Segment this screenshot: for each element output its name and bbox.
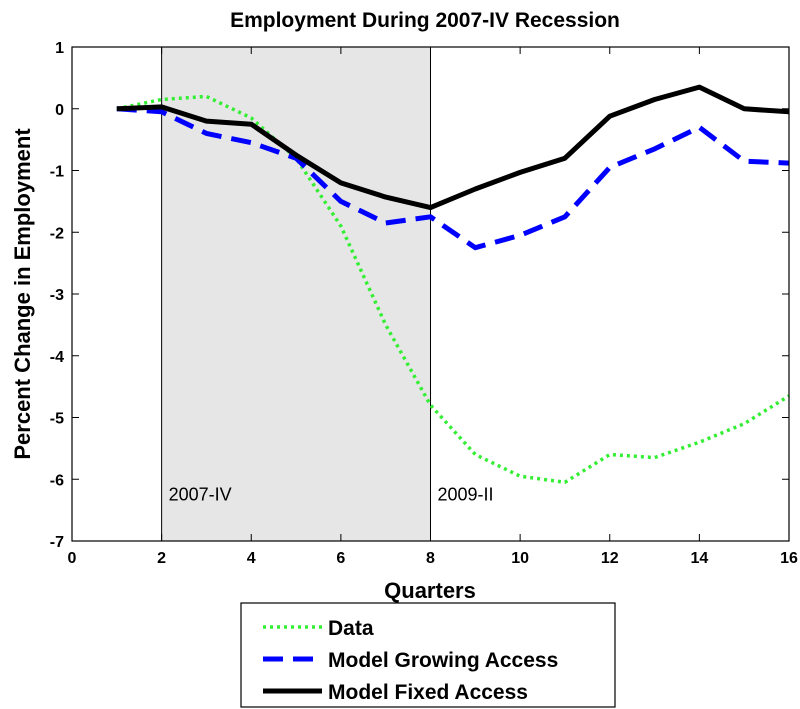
y-axis-label: Percent Change in Employment [10, 128, 35, 460]
series-line-model-growing-access [116, 106, 790, 251]
series-lines [116, 84, 790, 485]
x-axis-ticks: 0 2 4 6 8 10 12 14 16 [68, 47, 798, 567]
y-tick-label: -3 [50, 287, 64, 304]
y-tick-label: -6 [50, 472, 64, 489]
legend: Data Model Growing Access Model Fixed Acce… [240, 602, 616, 708]
annotation-label: 2007-IV [169, 485, 232, 505]
y-tick-label: -7 [50, 534, 64, 551]
x-tick-label: 4 [247, 550, 256, 567]
x-tick-label: 12 [601, 550, 619, 567]
chart-title: Employment During 2007-IV Recession [230, 9, 620, 32]
y-tick-label: -5 [50, 411, 64, 428]
y-tick-label: 0 [55, 102, 64, 119]
y-tick-label: -1 [50, 164, 64, 181]
x-tick-label: 2 [157, 550, 166, 567]
series-line-model-fixed-access [116, 84, 790, 211]
series-line-data [116, 94, 790, 485]
y-tick-label: 1 [55, 40, 64, 57]
x-tick-label: 10 [511, 550, 529, 567]
x-tick-label: 14 [690, 550, 708, 567]
recession-shade [161, 47, 431, 541]
x-axis-label: Quarters [384, 578, 476, 603]
y-tick-label: -4 [50, 349, 64, 366]
x-tick-label: 16 [780, 550, 798, 567]
legend-label: Model Growing Access [328, 649, 558, 672]
annotation-label: 2009-II [438, 485, 494, 505]
legend-label: Model Fixed Access [328, 681, 528, 704]
plot-area: 2007-IV 2009-II [71, 46, 790, 542]
legend-label: Data [328, 617, 374, 640]
y-axis-ticks: -7 -6 -5 -4 -3 -2 -1 0 1 [50, 40, 789, 551]
x-tick-label: 0 [68, 550, 77, 567]
y-tick-label: -2 [50, 225, 64, 242]
x-tick-label: 8 [426, 550, 435, 567]
x-tick-label: 6 [336, 550, 345, 567]
annotations: 2007-IV 2009-II [161, 47, 494, 541]
